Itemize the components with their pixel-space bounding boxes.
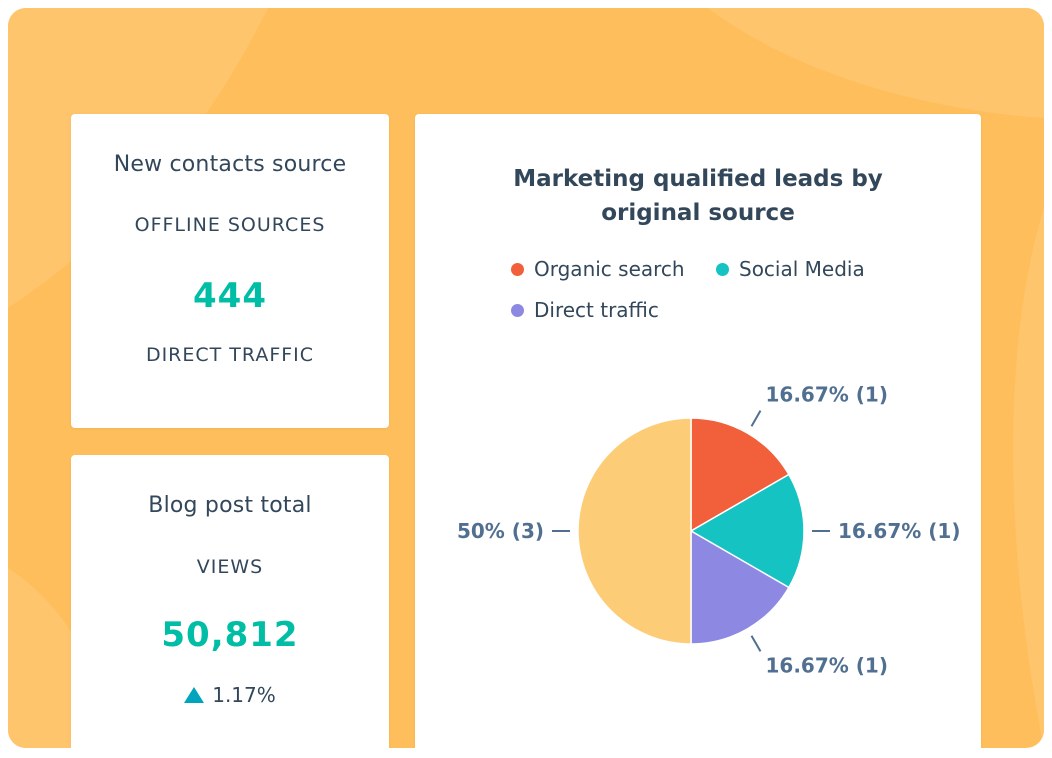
dashboard-background: New contacts source OFFLINE SOURCES 444 … [8, 8, 1044, 748]
leader-line-organic-search [750, 410, 762, 427]
views-change-value: 1.17% [212, 683, 276, 707]
pie-slice-remaining[interactable] [577, 417, 692, 645]
pie-slice-direct-traffic[interactable] [690, 529, 790, 645]
chart-title-line-1: Marketing qualified leads by [513, 166, 883, 192]
legend-item-organic-search[interactable]: Organic search [511, 257, 685, 281]
chart-title: Marketing qualified leads by original so… [415, 162, 981, 230]
pie-chart: 16.67% (1) 16.67% (1) 16.67% (1) 50% (3) [457, 382, 961, 678]
views-label: VIEWS [196, 556, 264, 578]
slice-label-remaining: 50% (3) [457, 519, 544, 543]
slice-label-direct-traffic: 16.67% (1) [766, 654, 888, 678]
legend-label-social-media: Social Media [739, 257, 865, 281]
triangle-up-icon [184, 687, 205, 703]
new-contacts-value: 444 [193, 276, 267, 316]
slice-label-social-media: 16.67% (1) [838, 519, 960, 543]
legend-label-direct-traffic: Direct traffic [534, 298, 659, 322]
new-contacts-card: New contacts source OFFLINE SOURCES 444 … [71, 114, 389, 428]
pie-slice-social-media[interactable] [689, 473, 805, 589]
leader-line-direct-traffic [750, 635, 762, 652]
slice-label-organic-search: 16.67% (1) [766, 382, 888, 406]
legend-item-direct-traffic[interactable]: Direct traffic [511, 298, 659, 322]
views-change: 1.17% [71, 683, 389, 707]
legend-label-organic-search: Organic search [534, 257, 685, 281]
blog-views-value: 50,812 [161, 615, 299, 655]
pie-slice-organic-search[interactable] [690, 417, 790, 533]
direct-traffic-label: DIRECT TRAFFIC [145, 344, 315, 366]
legend-dot-organic-search [511, 262, 524, 276]
new-contacts-title: New contacts source [113, 152, 347, 177]
legend-item-social-media[interactable]: Social Media [716, 257, 865, 281]
chart-title-line-2: original source [601, 200, 795, 226]
mql-chart-card: Marketing qualified leads by original so… [415, 114, 981, 748]
blog-post-title: Blog post total [148, 493, 312, 518]
offline-sources-label: OFFLINE SOURCES [134, 214, 326, 236]
legend-dot-social-media [716, 262, 729, 276]
blog-post-card: Blog post total VIEWS 50,812 1.17% [71, 455, 389, 748]
legend-dot-direct-traffic [511, 303, 524, 317]
